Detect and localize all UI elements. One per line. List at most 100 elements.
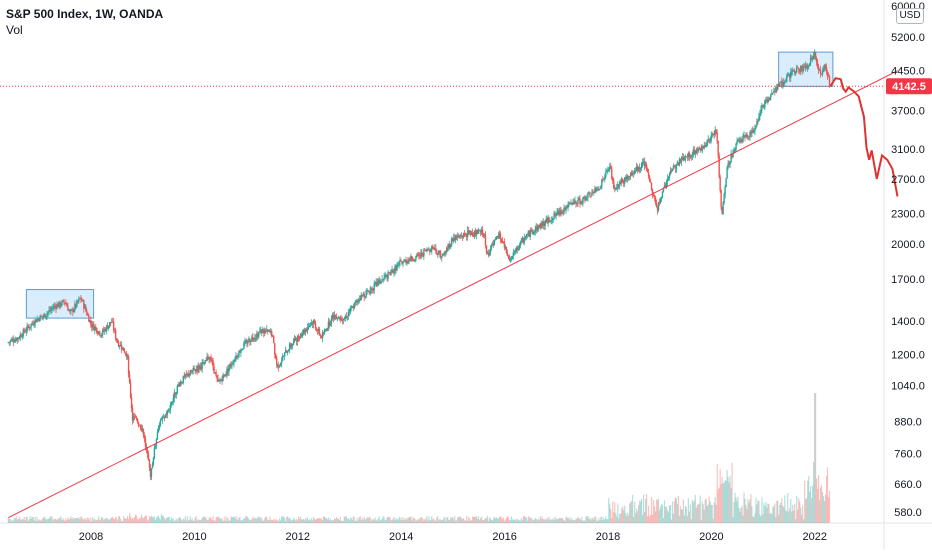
candle-body <box>453 237 456 240</box>
volume-bar <box>222 520 224 523</box>
volume-bar <box>92 517 94 523</box>
candle-body <box>786 75 788 82</box>
volume-bar <box>45 519 47 523</box>
volume-bar <box>240 520 242 523</box>
candle-body <box>825 66 828 73</box>
chart-title[interactable]: S&P 500 Index, 1W, OANDA <box>6 7 164 21</box>
volume-bar <box>241 520 243 523</box>
volume-bar <box>599 520 601 523</box>
candle-body <box>37 318 39 320</box>
candle-body <box>532 233 534 235</box>
volume-bar <box>533 519 535 523</box>
volume-bar <box>538 520 540 523</box>
candle-body <box>690 156 693 158</box>
volume-bar <box>274 520 276 523</box>
volume-bar <box>683 515 685 523</box>
price-tick-label: 760.0 <box>894 448 922 460</box>
candle-body <box>345 316 348 318</box>
volume-bar <box>257 517 259 523</box>
volume-bar <box>632 494 634 523</box>
volume-bar <box>582 520 584 523</box>
volume-bar <box>749 499 751 523</box>
volume-bar <box>685 507 687 523</box>
candle-body <box>809 57 812 64</box>
candle-body <box>827 76 830 78</box>
candle-body <box>817 67 820 71</box>
candle-body <box>622 178 624 183</box>
candle-body <box>732 150 734 158</box>
volume-bar <box>763 502 765 523</box>
volume-bar <box>385 519 387 523</box>
candle-body <box>440 253 442 258</box>
candle-body <box>725 178 727 187</box>
candle-body <box>726 167 728 179</box>
volume-bar <box>727 477 729 523</box>
candle-body <box>439 250 441 254</box>
volume-bar <box>494 518 497 523</box>
volume-bar <box>814 393 817 523</box>
volume-bar <box>360 520 362 523</box>
volume-label[interactable]: Vol <box>6 23 23 37</box>
candle-body <box>225 374 227 376</box>
volume-bar <box>134 514 137 523</box>
currency-unit-badge[interactable]: USD <box>896 8 924 24</box>
candle-body <box>811 58 814 60</box>
candle-body <box>487 252 490 256</box>
candle-body <box>90 320 92 325</box>
volume-bar <box>335 516 337 523</box>
volume-bar <box>55 519 57 523</box>
volume-bar <box>32 517 34 523</box>
volume-bar <box>640 501 642 523</box>
volume-bar <box>114 518 116 523</box>
candle-body <box>692 149 695 155</box>
volume-bar <box>667 512 670 523</box>
volume-bar <box>415 520 417 523</box>
volume-bar <box>38 519 40 523</box>
candle-body <box>469 230 472 235</box>
volume-bar <box>292 519 294 523</box>
volume-bar <box>445 520 447 523</box>
candle-body <box>398 261 400 265</box>
volume-bar <box>103 519 105 523</box>
candle-body <box>758 116 760 122</box>
candle-body <box>435 248 437 252</box>
candle-body <box>94 326 96 331</box>
candle-body <box>783 82 785 84</box>
volume-bar <box>160 513 162 523</box>
candle-body <box>770 94 772 98</box>
volume-bar <box>520 518 522 523</box>
candle-body <box>246 340 248 344</box>
volume-bar <box>41 518 43 523</box>
volume-bar <box>485 517 488 523</box>
volume-bar <box>498 516 501 523</box>
volume-bar <box>512 519 514 523</box>
candle-body <box>506 252 509 256</box>
candle-body <box>399 260 401 262</box>
volume-bar <box>737 496 739 523</box>
candle-body <box>315 328 318 331</box>
candle-body <box>608 168 610 171</box>
candle-body <box>637 167 640 171</box>
volume-bar <box>207 520 209 523</box>
volume-bar <box>64 520 66 523</box>
candle-body <box>351 306 353 308</box>
candle-body <box>609 166 611 169</box>
volume-bar <box>774 503 776 523</box>
candle-body <box>766 99 768 103</box>
candle-body <box>357 301 359 303</box>
candle-body <box>688 152 691 158</box>
candle-body <box>314 322 317 329</box>
volume-bar <box>786 511 788 523</box>
volume-bar <box>764 505 766 523</box>
volume-bar <box>80 516 82 523</box>
candle-body <box>374 283 376 285</box>
volume-bar <box>647 505 650 523</box>
candle-body <box>768 99 770 100</box>
candle-body <box>337 317 340 319</box>
candle-body <box>600 186 602 189</box>
volume-bar <box>166 517 168 523</box>
candle-body <box>306 327 309 331</box>
volume-bar <box>131 518 134 523</box>
